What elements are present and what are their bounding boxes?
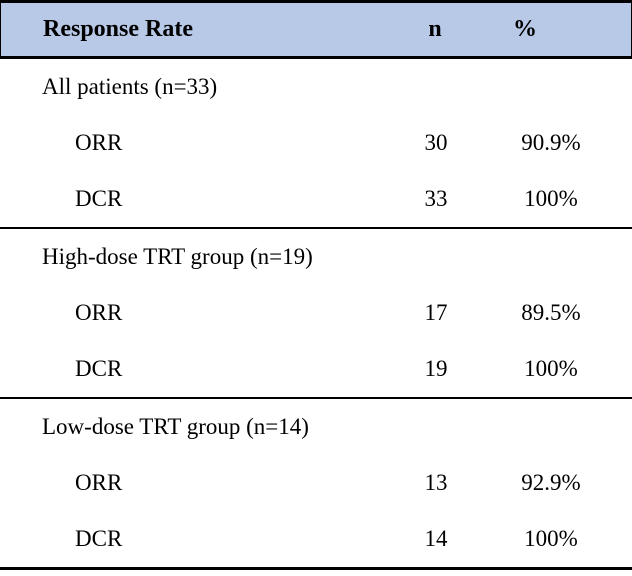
group-label-row: High-dose TRT group (n=19)	[0, 229, 632, 285]
section-high-dose-trt: High-dose TRT group (n=19) ORR 17 89.5% …	[0, 229, 632, 397]
group-label-row: Low-dose TRT group (n=14)	[0, 399, 632, 455]
metric-label: ORR	[75, 300, 123, 325]
metric-label: DCR	[75, 526, 123, 551]
metric-label: ORR	[75, 130, 123, 155]
metric-row-dcr: DCR 14 100%	[0, 511, 632, 567]
section-divider	[0, 227, 632, 229]
group-label-row: All patients (n=33)	[0, 59, 632, 115]
table-header-row: Response Rate n %	[0, 0, 632, 59]
metric-row-dcr: DCR 19 100%	[0, 341, 632, 397]
header-n: n	[428, 16, 442, 42]
n-value: 19	[424, 356, 448, 381]
pct-value: 100%	[524, 186, 578, 211]
pct-value: 100%	[524, 526, 578, 551]
n-value: 33	[424, 186, 448, 211]
n-value: 13	[424, 470, 448, 495]
header-percent: %	[513, 16, 537, 42]
metric-label: DCR	[75, 356, 123, 381]
table-bottom-rule	[0, 567, 632, 570]
metric-row-orr: ORR 13 92.9%	[0, 455, 632, 511]
pct-value: 92.9%	[521, 470, 581, 495]
n-value: 17	[424, 300, 448, 325]
group-label: All patients (n=33)	[42, 74, 218, 99]
metric-label: DCR	[75, 186, 123, 211]
n-value: 14	[424, 526, 448, 551]
metric-label: ORR	[75, 470, 123, 495]
group-label: Low-dose TRT group (n=14)	[42, 414, 309, 439]
pct-value: 89.5%	[521, 300, 581, 325]
pct-value: 100%	[524, 356, 578, 381]
header-response-rate: Response Rate	[43, 16, 193, 42]
metric-row-dcr: DCR 33 100%	[0, 171, 632, 227]
n-value: 30	[424, 130, 448, 155]
section-all-patients: All patients (n=33) ORR 30 90.9% DCR 33 …	[0, 59, 632, 227]
metric-row-orr: ORR 17 89.5%	[0, 285, 632, 341]
section-low-dose-trt: Low-dose TRT group (n=14) ORR 13 92.9% D…	[0, 399, 632, 567]
group-label: High-dose TRT group (n=19)	[42, 244, 313, 269]
section-divider	[0, 397, 632, 399]
pct-value: 90.9%	[521, 130, 581, 155]
metric-row-orr: ORR 30 90.9%	[0, 115, 632, 171]
